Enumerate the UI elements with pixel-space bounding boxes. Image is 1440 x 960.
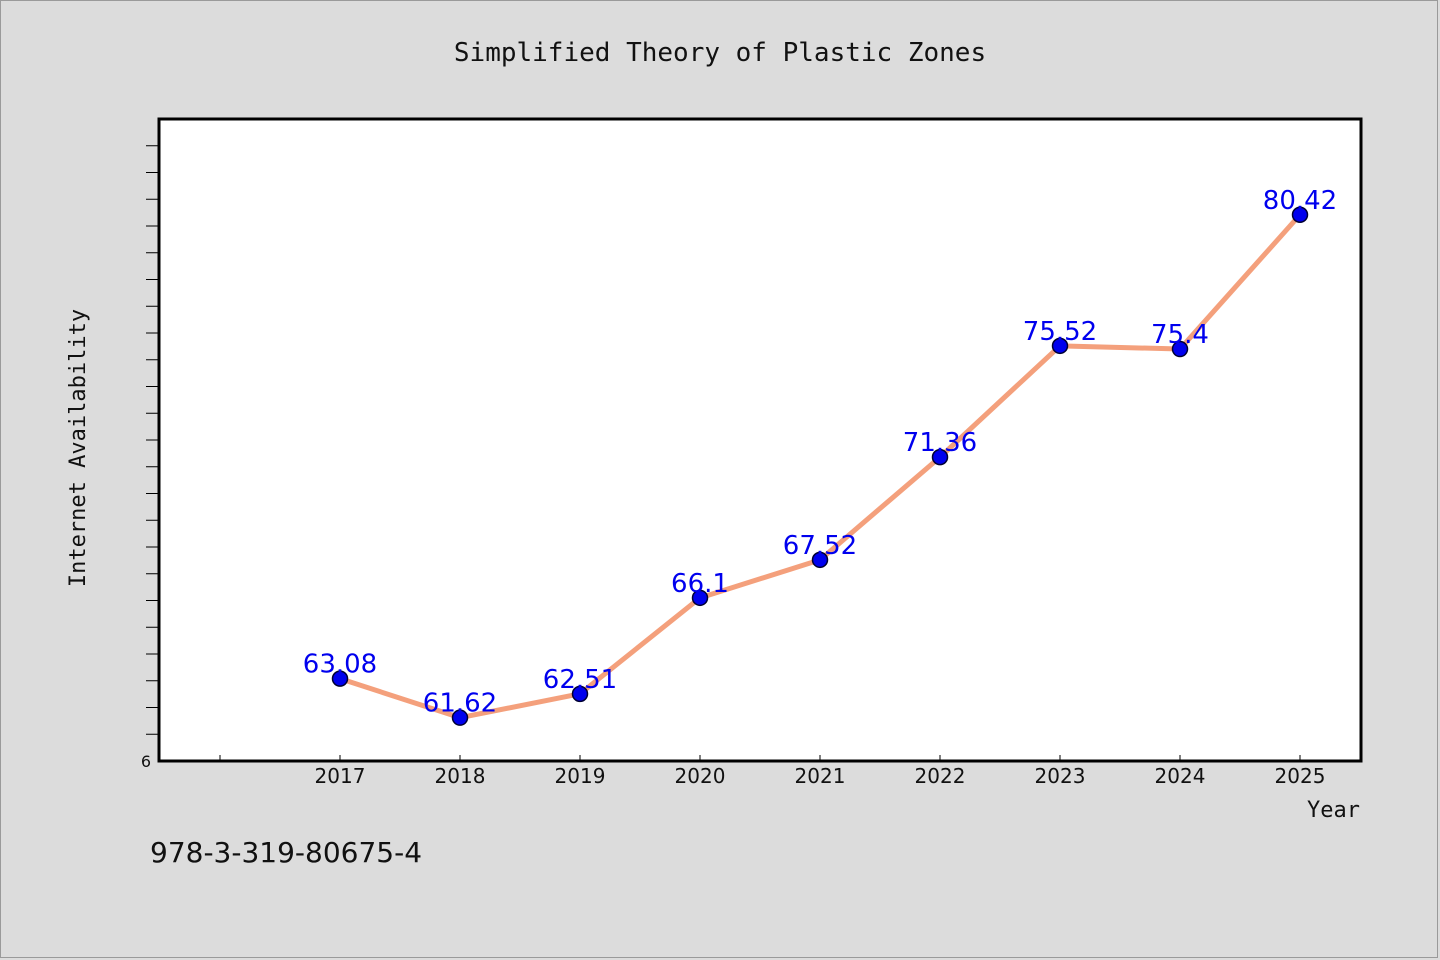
data-point [451, 709, 469, 726]
y-tick-label: 6 [141, 752, 151, 771]
data-point [1171, 340, 1189, 358]
series-group: 63.08 61.62 62.51 66.1 67.52 71.36 75.52 75.4 80… [303, 186, 1337, 726]
x-tick-label: 2021 [795, 764, 846, 788]
data-label: 80.42 [1263, 186, 1337, 216]
data-point [691, 589, 709, 607]
data-label: 62.51 [543, 665, 617, 695]
data-point [811, 551, 829, 569]
data-point [331, 670, 349, 687]
plot-area [157, 117, 1363, 763]
x-tick-label: 2018 [435, 764, 486, 788]
chart-title: Simplified Theory of Plastic Zones [454, 38, 986, 68]
data-label: 66.1 [671, 569, 729, 599]
x-tick-label: 2020 [675, 764, 726, 788]
x-axis-ticks: 2017 2018 2019 2020 2021 2022 2023 2024 2025 [219, 755, 1326, 788]
data-label: 63.08 [303, 650, 377, 680]
data-point [1051, 337, 1069, 355]
footnote-isbn: 978-3-319-80675-4 [150, 836, 422, 869]
x-tick-label: 2017 [315, 764, 366, 788]
data-label: 71.36 [903, 428, 977, 458]
data-label: 75.4 [1151, 320, 1209, 350]
data-point [1291, 206, 1309, 224]
x-tick-label: 2025 [1275, 764, 1326, 788]
x-tick-label: 2023 [1035, 764, 1086, 788]
data-label: 75.52 [1023, 317, 1097, 347]
y-axis-ticks: 6 [141, 145, 159, 771]
x-axis-label: Year [1307, 798, 1360, 823]
x-tick-label: 2024 [1155, 764, 1206, 788]
x-tick-label: 2022 [915, 764, 966, 788]
data-point [931, 448, 949, 466]
data-point [571, 685, 589, 703]
data-label: 61.62 [423, 689, 497, 719]
data-label: 67.52 [783, 531, 857, 561]
y-axis-label: Internet Availability [66, 309, 91, 587]
x-tick-label: 2019 [555, 764, 606, 788]
